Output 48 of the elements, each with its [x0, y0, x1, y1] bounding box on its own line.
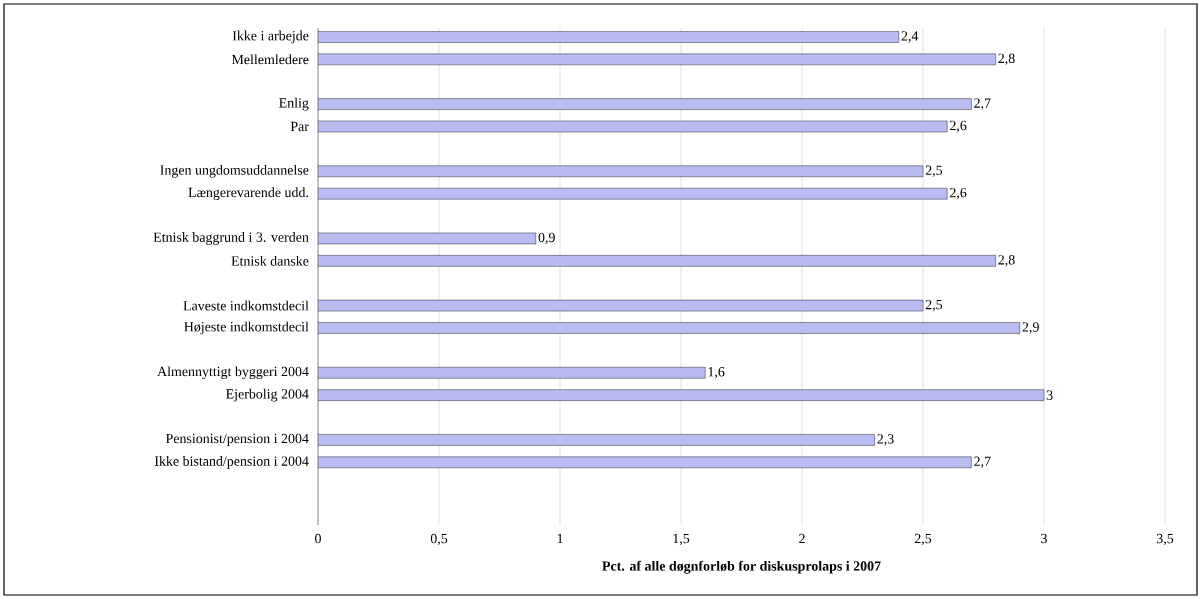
y-tick-label: Ejerbolig 2004 [226, 388, 309, 402]
y-tick-label: Etnisk danske [231, 255, 309, 266]
data-label: 2,7 [974, 98, 991, 110]
y-tick-label: Ikke bistand/pension i 2004 [154, 455, 309, 469]
x-tick-label: 3 [1041, 533, 1047, 544]
data-label: 3 [1046, 390, 1053, 400]
data-label: 2,3 [877, 434, 894, 446]
y-tick-label: Mellemledere [231, 54, 309, 65]
x-tick-label: 2 [799, 533, 805, 544]
y-tick-label: Laveste indkomstdecil [183, 300, 309, 311]
x-tick-label: 1,5 [673, 533, 690, 546]
bar [318, 31, 900, 43]
x-tick-label: 0 [315, 533, 321, 544]
data-label: 2,6 [950, 187, 967, 200]
y-tick-label: Længerevarende udd. [188, 187, 308, 201]
x-tick-label: 3,5 [1156, 533, 1174, 546]
bar [318, 367, 706, 379]
x-axis-title: Pct. af alle døgnforløb for diskusprolaps i 2007 [602, 560, 881, 574]
data-label: 2,5 [925, 165, 943, 177]
data-label: 2,9 [1022, 322, 1039, 334]
bar [318, 434, 875, 446]
data-label: 0,9 [538, 232, 555, 245]
bar [318, 255, 996, 267]
y-tick-label: Par [290, 121, 309, 132]
data-label: 2,4 [901, 31, 919, 43]
bar [318, 389, 1045, 401]
y-tick-label: Højeste indkomstdecil [184, 321, 309, 335]
x-tick-label: 0,5 [430, 533, 448, 546]
x-tick-label: 1 [557, 533, 563, 544]
data-label: 2,7 [974, 456, 991, 468]
y-tick-label: Ikke i arbejde [232, 30, 309, 44]
bar [318, 456, 972, 468]
bar [318, 53, 996, 66]
y-tick-label: Enlig [279, 97, 309, 111]
bar [318, 187, 948, 200]
data-label: 2,8 [998, 255, 1015, 267]
data-label: 2,8 [998, 53, 1015, 66]
data-label: 2,6 [950, 120, 967, 133]
y-tick-label: Almennyttigt byggeri 2004 [157, 366, 309, 380]
x-tick-label: 2,5 [914, 533, 932, 546]
y-tick-label: Pensionist/pension i 2004 [165, 433, 309, 447]
y-tick-label: Ingen ungdomsuddannelse [160, 164, 309, 178]
bar [318, 322, 1021, 334]
bar [318, 98, 972, 110]
y-tick-label: Etnisk baggrund i 3. verden [153, 232, 309, 245]
data-label: 1,6 [708, 367, 725, 379]
data-label: 2,5 [925, 299, 943, 312]
bar [318, 165, 924, 177]
